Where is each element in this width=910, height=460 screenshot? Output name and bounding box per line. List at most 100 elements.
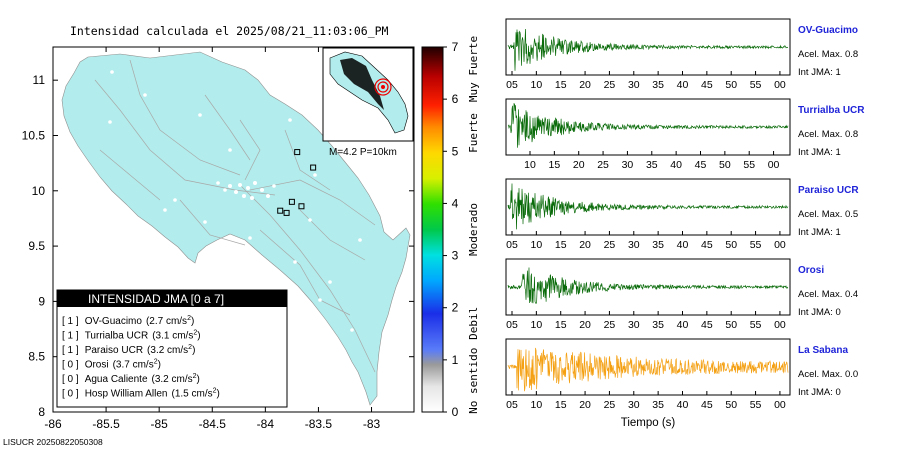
waveform (507, 267, 789, 304)
legend-entry: [ 0 ] Orosi (3.7 cm/s2) (62, 359, 161, 371)
time-tick-label: 30 (628, 399, 640, 411)
time-tick-label: 00 (774, 79, 786, 91)
time-tick-label: 20 (573, 159, 585, 171)
time-tick-label: 40 (677, 399, 689, 411)
seismogram-1: 10 15 20 25 30 35 40 45 50 55 00 Turrialba UCR Acel.… (505, 98, 865, 171)
time-tick-label: 10 (531, 79, 543, 91)
time-tick-label: 50 (725, 239, 737, 251)
y-tick-label: 9 (38, 294, 45, 308)
marked-station (310, 164, 317, 171)
legend-jma: [ 0 ] (62, 389, 79, 400)
station-name: Paraiso UCR (798, 185, 859, 196)
time-tick-label: 05 (506, 239, 518, 251)
time-tick-label: 45 (701, 239, 713, 251)
y-tick-label: 11 (33, 73, 46, 87)
marked-station (283, 209, 290, 216)
map-axes: -86 -85.5 -85 -84.5 -84 -83.5 -83 11 10.5 10 9.5 9 8… (22, 47, 414, 431)
time-tick-label: 20 (579, 239, 591, 251)
legend-accel: (2.7 cm/s (146, 316, 187, 327)
time-tick-label: 25 (604, 79, 616, 91)
y-tick-label: 8 (38, 405, 45, 419)
time-tick-label: 15 (555, 79, 567, 91)
legend-close: ) (158, 360, 161, 371)
colorbar-tick-label: 7 (452, 40, 459, 54)
legend-unit-sup: 2 (154, 359, 158, 366)
time-tick-label: 50 (725, 79, 737, 91)
marked-station (277, 207, 284, 214)
time-tick-label: 55 (743, 159, 755, 171)
legend: INTENSIDAD JMA [0 a 7] [ 1 ] OV-Guacimo (2… (56, 289, 288, 408)
legend-accel: (1.5 cm/s (172, 389, 213, 400)
time-tick-label: 15 (555, 399, 567, 411)
legend-jma: [ 0 ] (62, 360, 79, 371)
y-tick-label: 8.5 (28, 350, 45, 364)
legend-unit-sup: 2 (187, 315, 191, 322)
station-jma: Int JMA: 0 (798, 387, 841, 398)
waveform (507, 347, 789, 392)
time-tick-label: 40 (677, 79, 689, 91)
time-tick-label: 40 (677, 239, 689, 251)
colorbar-category-label: Moderado (467, 203, 480, 256)
time-tick-label: 10 (531, 399, 543, 411)
colorbar-category-label: Debil (467, 307, 480, 340)
legend-close: ) (197, 331, 200, 342)
x-tick-label: -84.5 (199, 417, 227, 431)
seismogram-2: 05 10 15 20 25 30 35 40 45 50 55 00 Paraiso UCR Acel.… (505, 178, 859, 251)
x-tick-label: -85.5 (92, 417, 120, 431)
legend-jma: [ 1 ] (62, 345, 79, 356)
time-tick-label: 50 (725, 399, 737, 411)
legend-accel: (3.2 cm/s (147, 345, 188, 356)
x-tick-label: -85 (151, 417, 169, 431)
station-name: Turrialba UCR (798, 105, 865, 116)
time-tick-label: 20 (579, 79, 591, 91)
marked-station (294, 149, 301, 156)
map-frame (52, 46, 415, 413)
station-jma: Int JMA: 1 (798, 147, 841, 158)
marked-station (298, 203, 305, 210)
map-title: Intensidad calculada el 2025/08/21_11:03… (70, 24, 389, 38)
time-tick-label: 00 (774, 239, 786, 251)
station-jma: Int JMA: 0 (798, 307, 841, 318)
time-tick-label: 00 (774, 399, 786, 411)
marked-stations (277, 149, 317, 216)
colorbar-tick-label: 4 (452, 196, 459, 210)
time-tick-label: 50 (719, 159, 731, 171)
legend-close: ) (197, 374, 200, 385)
colorbar-category-label: No sentido (467, 348, 480, 414)
time-tick-label: 40 (677, 319, 689, 331)
station-name: OV-Guacimo (798, 25, 858, 36)
time-tick-label: 35 (646, 159, 658, 171)
legend-close: ) (191, 316, 194, 327)
time-tick-label: 25 (604, 319, 616, 331)
legend-unit-sup: 2 (213, 388, 217, 395)
time-tick-label: 30 (628, 319, 640, 331)
time-tick-label: 35 (652, 79, 664, 91)
colorbar-tick-label: 3 (452, 249, 459, 263)
station-jma: Int JMA: 1 (798, 227, 841, 238)
y-tick-label: 9.5 (28, 239, 45, 253)
time-tick-label: 45 (701, 79, 713, 91)
time-tick-label: 25 (604, 399, 616, 411)
x-tick-label: -84 (257, 417, 275, 431)
waveform (507, 183, 789, 230)
time-tick-label: 15 (555, 239, 567, 251)
legend-unit-sup: 2 (193, 373, 197, 380)
colorbar-tick-label: 0 (452, 405, 459, 419)
footer-id: LISUCR 20250822050308 (3, 437, 103, 447)
colorbar-tick-label: 5 (452, 144, 459, 158)
time-tick-label: 10 (531, 239, 543, 251)
legend-entry: [ 0 ] Agua Caliente (3.2 cm/s2) (62, 373, 200, 385)
colorbar-gradient (421, 46, 444, 413)
time-tick-label: 50 (725, 319, 737, 331)
legend-jma: [ 1 ] (62, 331, 79, 342)
legend-station: OV-Guacimo (85, 316, 143, 327)
seismogram-4: 05 10 15 20 25 30 35 40 45 50 55 00 La Sabana Acel. M… (505, 338, 858, 411)
station-name: Orosi (798, 265, 824, 276)
time-tick-label: 10 (524, 159, 536, 171)
seismogram-panels: 05 10 15 20 25 30 35 40 45 50 55 00 OV-Guacimo Acel. … (505, 18, 865, 411)
legend-entry: [ 0 ] Hosp William Allen (1.5 cm/s2) (62, 388, 220, 400)
time-tick-label: 35 (652, 399, 664, 411)
time-tick-label: 40 (670, 159, 682, 171)
legend-entry: [ 1 ] Paraiso UCR (3.2 cm/s2) (62, 344, 195, 356)
time-tick-label: 05 (506, 399, 518, 411)
